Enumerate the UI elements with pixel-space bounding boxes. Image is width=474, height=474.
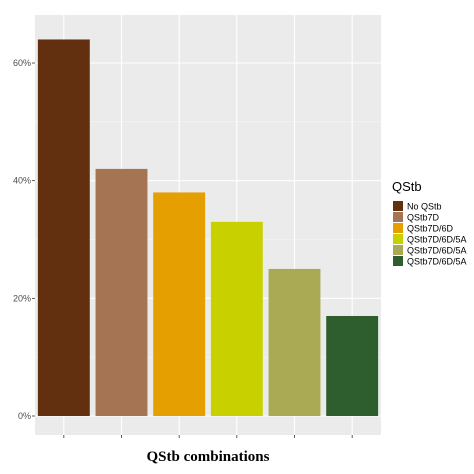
legend-swatch: [393, 212, 403, 222]
bar-5: [268, 268, 321, 416]
legend-label: QStb7D/6D/5A: [407, 235, 467, 245]
legend-label: QStb7D/6D/5A: [407, 257, 467, 267]
legend-label: QStb7D: [407, 213, 440, 223]
legend-swatch: [393, 201, 403, 211]
y-tick-label: 0%: [18, 411, 31, 421]
bar-2: [95, 168, 148, 416]
x-axis-ticks: [63, 435, 353, 438]
x-axis-label: QStb combinations: [147, 449, 270, 465]
bar-3: [153, 192, 206, 416]
bar-1: [37, 39, 90, 416]
bar-6: [326, 315, 379, 416]
y-tick-label: 40%: [13, 176, 31, 186]
legend: No QStbQStb7DQStb7D/6DQStb7D/6D/5AQStb7D…: [393, 201, 467, 267]
legend-title: QStb: [392, 179, 422, 194]
legend-swatch: [393, 223, 403, 233]
legend-label: No QStb: [407, 202, 442, 212]
legend-label: QStb7D/6D/5A: [407, 246, 467, 256]
legend-label: QStb7D/6D: [407, 224, 454, 234]
y-tick-label: 60%: [13, 58, 31, 68]
legend-swatch: [393, 234, 403, 244]
minor-gridlines: [35, 121, 381, 358]
bar-4: [210, 221, 263, 416]
legend-swatch: [393, 245, 403, 255]
legend-swatch: [393, 256, 403, 266]
bars: [37, 39, 379, 416]
plot-panel: [35, 15, 381, 435]
y-tick-label: 20%: [13, 293, 31, 303]
y-axis-ticks: 0% 20% 40% 60%: [13, 58, 35, 421]
